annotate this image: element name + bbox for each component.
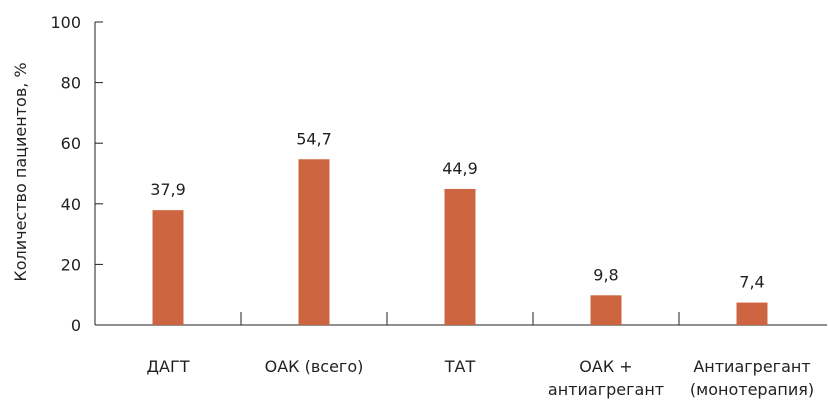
data-label: 9,8 — [593, 265, 618, 284]
category-label: Антиагрегант — [693, 357, 810, 376]
bar — [736, 302, 768, 325]
data-label: 37,9 — [150, 180, 186, 199]
bar — [298, 159, 330, 325]
category-label: ОАК + — [579, 357, 632, 376]
y-tick-label: 60 — [61, 134, 81, 153]
y-tick-label: 20 — [61, 255, 81, 274]
category-label: ТАТ — [444, 357, 476, 376]
y-axis-title: Количество пациентов, % — [11, 62, 30, 281]
bar — [444, 188, 476, 325]
data-label: 44,9 — [442, 159, 478, 178]
y-tick-label: 40 — [61, 195, 81, 214]
category-label: (монотерапия) — [690, 380, 814, 399]
y-tick-label: 0 — [71, 316, 81, 335]
bar — [152, 210, 184, 325]
data-label: 7,4 — [739, 273, 764, 292]
data-labels: 37,9 54,7 44,9 9,8 7,4 — [150, 129, 765, 291]
category-label: антиагрегант — [548, 380, 664, 399]
y-tick-label: 100 — [50, 13, 81, 32]
y-tick-label: 80 — [61, 74, 81, 93]
bars — [152, 159, 768, 325]
category-labels: ДАГТ ОАК (всего) ТАТ ОАК + антиагрегант Антиа… — [147, 357, 815, 399]
bar — [590, 295, 622, 325]
category-label: ДАГТ — [147, 357, 190, 376]
y-axis: 0 20 40 60 80 100 — [50, 13, 103, 335]
category-label: ОАК (всего) — [265, 357, 364, 376]
data-label: 54,7 — [296, 129, 332, 148]
